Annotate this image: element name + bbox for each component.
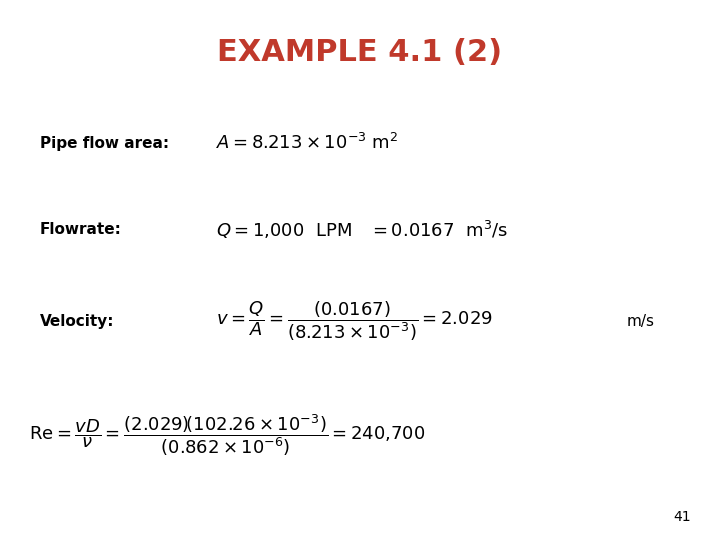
Text: Pipe flow area:: Pipe flow area: (40, 136, 168, 151)
Text: 41: 41 (674, 510, 691, 524)
Text: $\mathrm{Re} = \dfrac{vD}{\nu} = \dfrac{\left(2.029\right)\!\left(102.26 \times : $\mathrm{Re} = \dfrac{vD}{\nu} = \dfrac{… (29, 412, 426, 457)
Text: $A = 8.213 \times 10^{-3}$ m$^{2}$: $A = 8.213 \times 10^{-3}$ m$^{2}$ (216, 133, 398, 153)
Text: $v = \dfrac{Q}{A} = \dfrac{\left(0.0167\right)}{\left(8.213 \times 10^{-3}\right: $v = \dfrac{Q}{A} = \dfrac{\left(0.0167\… (216, 299, 492, 343)
Text: $Q = 1{,}000$  LPM   $= 0.0167$  m$^{3}$/s: $Q = 1{,}000$ LPM $= 0.0167$ m$^{3}$/s (216, 219, 508, 240)
Text: m/s: m/s (626, 314, 654, 329)
Text: Velocity:: Velocity: (40, 314, 114, 329)
Text: Flowrate:: Flowrate: (40, 222, 122, 237)
Text: EXAMPLE 4.1 (2): EXAMPLE 4.1 (2) (217, 38, 503, 67)
